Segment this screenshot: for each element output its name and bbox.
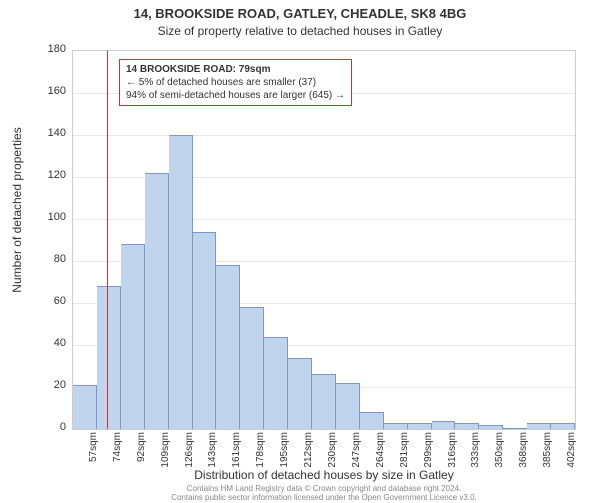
annotation-line1: 14 BROOKSIDE ROAD: 79sqm <box>126 64 270 75</box>
histogram-bar <box>551 423 575 429</box>
y-tick: 0 <box>26 421 66 433</box>
y-tick: 100 <box>26 211 66 223</box>
y-tick: 180 <box>26 43 66 55</box>
chart-container: 14, BROOKSIDE ROAD, GATLEY, CHEADLE, SK8… <box>0 0 600 500</box>
annotation-box: 14 BROOKSIDE ROAD: 79sqm ← 5% of detached… <box>119 59 352 106</box>
chart-title: 14, BROOKSIDE ROAD, GATLEY, CHEADLE, SK8… <box>0 6 600 21</box>
footer-line2: Contains public sector information licen… <box>171 493 477 502</box>
histogram-bar <box>288 358 312 429</box>
y-tick: 120 <box>26 169 66 181</box>
histogram-bar <box>336 383 360 429</box>
histogram-bar <box>193 232 217 429</box>
histogram-bar <box>527 423 551 429</box>
y-tick: 80 <box>26 253 66 265</box>
y-axis-label: Number of detached properties <box>10 60 24 360</box>
y-tick: 40 <box>26 337 66 349</box>
histogram-bar <box>408 423 432 429</box>
histogram-bar <box>145 173 169 429</box>
histogram-bar <box>384 423 408 429</box>
histogram-bar <box>503 428 527 429</box>
histogram-bar <box>216 265 240 429</box>
histogram-bar <box>360 412 384 429</box>
chart-subtitle: Size of property relative to detached ho… <box>0 24 600 38</box>
marker-line <box>107 51 108 429</box>
histogram-bar <box>264 337 288 429</box>
y-tick: 160 <box>26 85 66 97</box>
histogram-bar <box>432 421 456 429</box>
histogram-bar <box>312 374 336 429</box>
histogram-bar <box>455 423 479 429</box>
x-axis-label: Distribution of detached houses by size … <box>72 468 576 482</box>
histogram-bar <box>121 244 145 429</box>
y-tick: 20 <box>26 379 66 391</box>
grid-line <box>73 135 575 136</box>
histogram-bar <box>169 135 193 429</box>
histogram-bar <box>73 385 97 429</box>
histogram-bar <box>479 425 503 429</box>
annotation-line2: ← 5% of detached houses are smaller (37) <box>126 77 316 88</box>
plot-inner: 14 BROOKSIDE ROAD: 79sqm ← 5% of detached… <box>73 51 575 429</box>
histogram-bar <box>240 307 264 429</box>
y-tick: 140 <box>26 127 66 139</box>
y-tick: 60 <box>26 295 66 307</box>
footer-line1: Contains HM Land Registry data © Crown c… <box>187 484 462 493</box>
histogram-bar <box>97 286 121 429</box>
plot-area: 14 BROOKSIDE ROAD: 79sqm ← 5% of detached… <box>72 50 576 430</box>
annotation-line3: 94% of semi-detached houses are larger (… <box>126 90 345 101</box>
